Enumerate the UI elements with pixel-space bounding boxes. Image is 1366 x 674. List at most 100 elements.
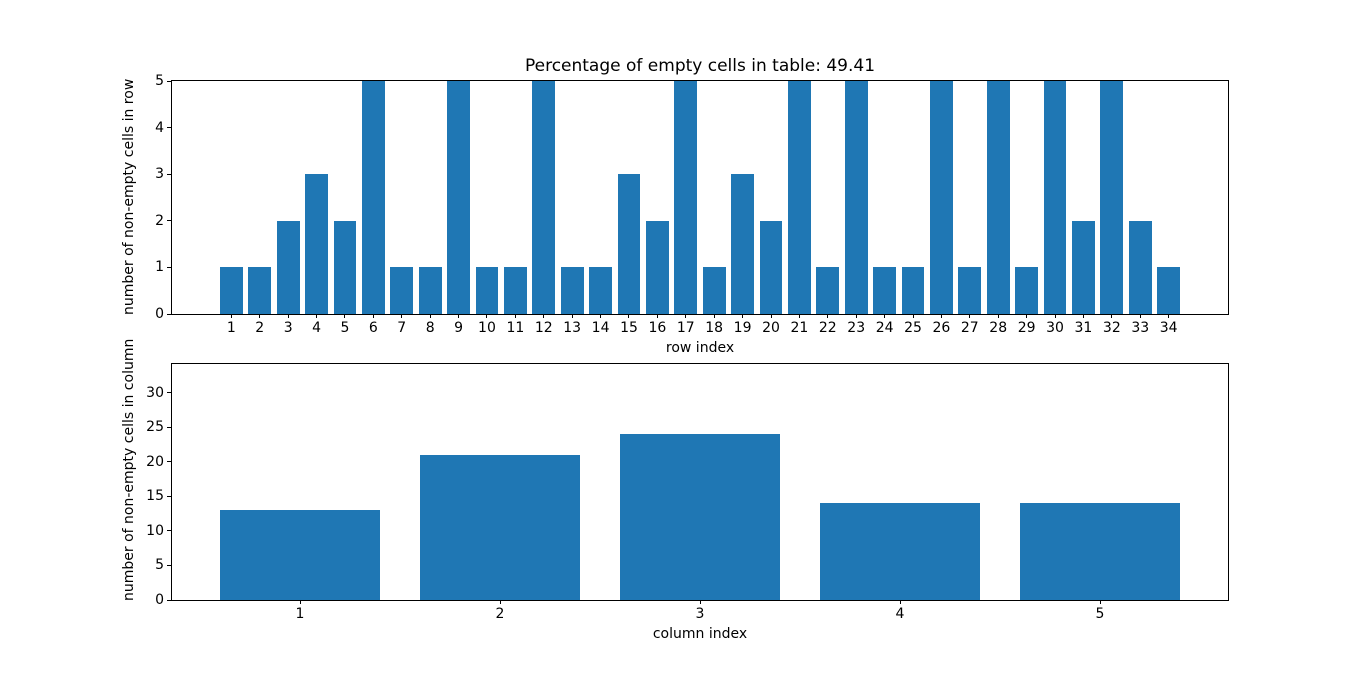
y-tick-label: 5	[155, 557, 164, 574]
bar-2	[248, 267, 272, 314]
bar-4	[305, 174, 328, 314]
x-tick-mark	[798, 314, 800, 318]
bar-1	[220, 267, 243, 314]
x-tick-mark	[899, 600, 901, 604]
x-tick-mark	[1082, 314, 1084, 318]
bar-27	[958, 267, 982, 314]
x-tick-mark	[713, 314, 715, 318]
bar-34	[1157, 267, 1180, 314]
x-tick-label: 12	[534, 320, 553, 336]
x-tick-mark	[401, 314, 403, 318]
y-tick-mark	[167, 127, 171, 129]
x-tick-label: 31	[1074, 320, 1093, 336]
bar-25	[901, 267, 925, 314]
y-tick-label: 20	[146, 453, 164, 470]
x-tick-label: 17	[676, 320, 695, 336]
x-tick-mark	[458, 314, 460, 318]
y-tick-label: 0	[155, 306, 164, 322]
x-tick-label: 4	[895, 606, 905, 622]
x-tick-mark	[1168, 314, 1170, 318]
bar-17	[674, 81, 698, 314]
x-tick-mark	[429, 314, 431, 318]
x-tick-label: 8	[425, 320, 435, 336]
y-tick-label: 5	[155, 73, 164, 89]
row-chart-ylabel: number of non-empty cells in row	[121, 78, 137, 315]
x-tick-label: 14	[591, 320, 610, 336]
x-tick-label: 2	[495, 606, 505, 622]
x-tick-mark	[940, 314, 942, 318]
x-tick-mark	[316, 314, 318, 318]
row-chart-xlabel: row index	[665, 340, 735, 356]
bar-23	[844, 81, 868, 314]
y-tick-mark	[167, 426, 171, 428]
x-tick-label: 24	[875, 320, 894, 336]
x-tick-label: 26	[932, 320, 951, 336]
x-tick-mark	[571, 314, 573, 318]
x-tick-label: 3	[695, 606, 705, 622]
x-tick-label: 10	[478, 320, 496, 336]
bar-2	[420, 455, 580, 600]
bar-33	[1128, 220, 1152, 314]
x-tick-mark	[770, 314, 772, 318]
bar-4	[820, 503, 980, 600]
x-tick-label: 4	[312, 320, 322, 336]
x-tick-mark	[486, 314, 488, 318]
bar-15	[617, 174, 641, 314]
row-chart-axes: 1 2 3 4 5 6 7 8 9 10 11 12 13 14 15 16 17 18 19 20 21 22 23 24 2…	[155, 73, 1229, 336]
x-tick-label: 16	[648, 320, 667, 336]
y-tick-mark	[167, 392, 171, 394]
bar-18	[702, 267, 726, 314]
bar-32	[1100, 81, 1124, 314]
y-tick-mark	[167, 80, 171, 82]
x-tick-mark	[656, 314, 658, 318]
x-tick-label: 25	[904, 320, 922, 336]
bar-26	[930, 81, 953, 314]
bar-29	[1015, 267, 1038, 314]
x-tick-label: 30	[1046, 320, 1064, 336]
y-tick-mark	[167, 220, 171, 222]
bar-21	[788, 81, 811, 314]
x-tick-mark	[1111, 314, 1113, 318]
bar-16	[646, 220, 669, 314]
x-tick-mark	[685, 314, 687, 318]
x-tick-mark	[912, 314, 914, 318]
bar-31	[1072, 220, 1095, 314]
x-tick-mark	[543, 314, 545, 318]
column-chart-xlabel: column index	[652, 626, 748, 642]
bar-28	[986, 81, 1010, 314]
x-tick-mark	[628, 314, 630, 318]
x-tick-label: 9	[454, 320, 464, 336]
x-tick-label: 22	[818, 320, 837, 336]
bar-11	[504, 267, 527, 314]
y-tick-label: 3	[155, 166, 164, 183]
x-tick-mark	[499, 600, 501, 604]
x-tick-label: 15	[620, 320, 638, 336]
x-tick-mark	[997, 314, 999, 318]
x-tick-label: 29	[1017, 320, 1036, 336]
x-tick-label: 3	[283, 320, 293, 336]
x-tick-label: 18	[705, 320, 724, 336]
x-tick-label: 6	[368, 320, 378, 336]
x-tick-mark	[287, 314, 289, 318]
y-tick-mark	[167, 313, 171, 315]
bar-13	[560, 267, 584, 314]
column-chart-axes: 1 2 3 4 5 0 5 10 15 20 25 30	[146, 363, 1229, 622]
x-tick-mark	[827, 314, 829, 318]
bar-5	[333, 220, 357, 314]
x-tick-mark	[969, 314, 971, 318]
bar-3	[620, 434, 780, 600]
x-tick-label: 1	[226, 320, 236, 336]
x-tick-mark	[1139, 314, 1141, 318]
bar-8	[418, 267, 442, 314]
x-tick-label: 13	[563, 320, 582, 336]
bar-7	[390, 267, 414, 314]
y-tick-label: 15	[146, 488, 164, 505]
x-tick-mark	[742, 314, 744, 318]
x-tick-label: 20	[762, 320, 780, 336]
bar-5	[1020, 503, 1180, 600]
x-tick-mark	[1099, 600, 1101, 604]
x-tick-label: 5	[1095, 606, 1105, 622]
bar-30	[1043, 81, 1067, 314]
bar-1	[220, 510, 380, 600]
